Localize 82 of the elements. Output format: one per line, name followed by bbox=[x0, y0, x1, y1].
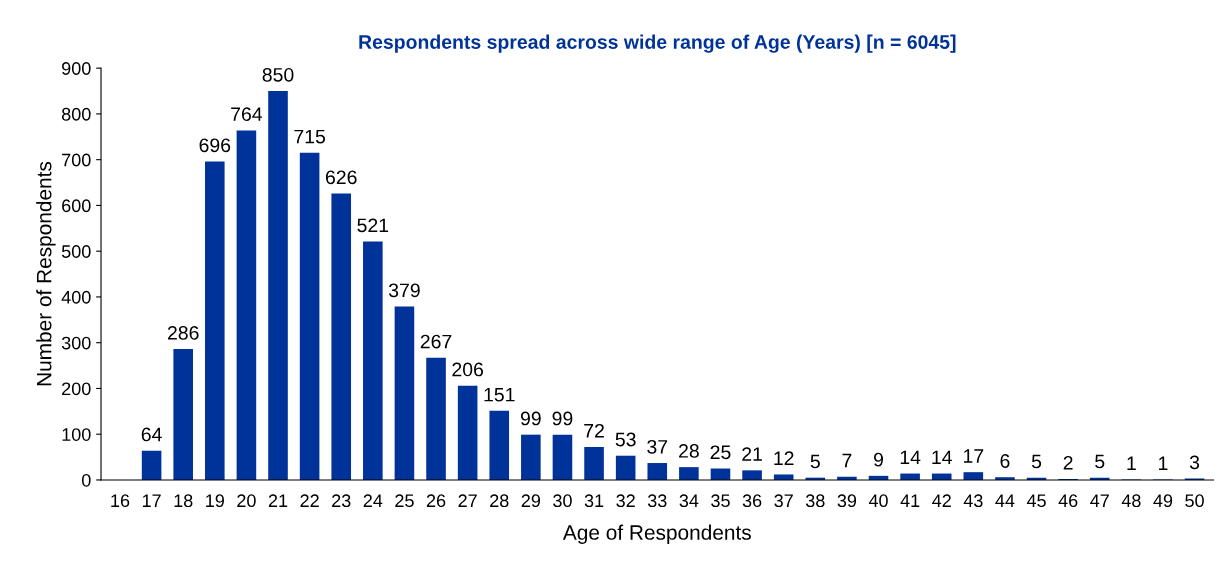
x-tick-label: 36 bbox=[742, 494, 762, 508]
x-tick-label: 41 bbox=[900, 494, 920, 507]
data-label: 72 bbox=[584, 423, 604, 438]
x-tick-label: 46 bbox=[1058, 494, 1078, 508]
data-label: 5 bbox=[1095, 454, 1105, 469]
data-label: 2 bbox=[1063, 455, 1073, 470]
data-label: 99 bbox=[552, 411, 573, 426]
x-tick-label: 25 bbox=[395, 494, 414, 508]
data-label: 99 bbox=[520, 411, 541, 426]
y-tick-label: 800 bbox=[61, 107, 91, 121]
x-tick-label: 39 bbox=[837, 494, 857, 508]
data-label: 14 bbox=[900, 450, 921, 465]
y-tick-label: 600 bbox=[62, 199, 91, 213]
x-tick-label: 44 bbox=[995, 494, 1015, 507]
x-tick-label: 21 bbox=[268, 494, 288, 507]
x-tick-label: 37 bbox=[774, 494, 793, 508]
x-tick-label: 38 bbox=[805, 494, 825, 508]
data-label: 715 bbox=[294, 129, 326, 144]
x-tick-label: 31 bbox=[584, 494, 604, 508]
data-label: 17 bbox=[963, 449, 984, 463]
x-tick-label: 43 bbox=[963, 494, 983, 508]
data-label: 25 bbox=[710, 445, 731, 460]
x-tick-label: 42 bbox=[932, 494, 951, 507]
x-tick-label: 47 bbox=[1090, 494, 1109, 507]
data-label: 53 bbox=[615, 432, 636, 447]
x-tick-label: 50 bbox=[1185, 494, 1204, 508]
x-tick-label: 20 bbox=[237, 494, 256, 508]
data-label: 3 bbox=[1189, 455, 1200, 470]
y-tick-label: 900 bbox=[62, 62, 91, 75]
y-tick-label: 100 bbox=[62, 428, 91, 441]
x-tick-label: 33 bbox=[647, 494, 667, 508]
x-tick-label: 48 bbox=[1121, 494, 1141, 508]
y-tick-label: 300 bbox=[61, 336, 91, 350]
x-tick-label: 26 bbox=[426, 494, 446, 508]
data-label: 206 bbox=[452, 362, 484, 377]
data-label: 850 bbox=[262, 67, 294, 82]
x-tick-label: 49 bbox=[1153, 494, 1173, 508]
x-tick-label: 18 bbox=[174, 494, 193, 508]
data-label: 286 bbox=[167, 326, 199, 340]
x-tick-label: 23 bbox=[332, 494, 351, 508]
data-label: 151 bbox=[484, 387, 515, 402]
x-tick-label: 22 bbox=[300, 494, 319, 507]
x-tick-label: 40 bbox=[868, 494, 888, 508]
data-label: 9 bbox=[874, 452, 883, 467]
data-label: 267 bbox=[420, 334, 452, 349]
y-axis-title: Number of Respondents bbox=[36, 161, 56, 386]
x-tick-label: 30 bbox=[553, 494, 572, 508]
data-label: 14 bbox=[932, 450, 952, 465]
data-label: 12 bbox=[774, 451, 794, 465]
x-tick-label: 24 bbox=[363, 494, 383, 507]
x-tick-label: 17 bbox=[142, 494, 161, 507]
y-tick-label: 500 bbox=[61, 245, 91, 258]
y-tick-label: 0 bbox=[81, 473, 91, 487]
data-label: 1 bbox=[1159, 456, 1168, 470]
data-label: 7 bbox=[842, 453, 852, 468]
x-tick-label: 16 bbox=[111, 494, 130, 508]
x-tick-label: 27 bbox=[458, 494, 477, 507]
data-label: 1 bbox=[1127, 456, 1136, 470]
data-label: 37 bbox=[647, 439, 668, 454]
chart-title: Respondents spread across wide range of Age (Years) [n = 6045] bbox=[359, 34, 956, 53]
y-tick-label: 400 bbox=[61, 290, 91, 304]
data-label: 5 bbox=[810, 454, 820, 469]
data-label: 5 bbox=[1031, 454, 1042, 469]
data-label: 28 bbox=[679, 444, 699, 458]
data-label: 21 bbox=[742, 447, 762, 461]
x-tick-label: 32 bbox=[616, 494, 635, 508]
y-tick-label: 700 bbox=[62, 153, 91, 167]
x-axis-title: Age of Respondents bbox=[562, 524, 751, 544]
y-tick-label: 200 bbox=[62, 382, 91, 396]
x-tick-label: 34 bbox=[679, 494, 699, 508]
data-label: 521 bbox=[357, 218, 389, 233]
x-tick-label: 28 bbox=[490, 494, 509, 508]
data-label: 626 bbox=[325, 170, 357, 185]
x-tick-label: 19 bbox=[206, 494, 224, 508]
data-label: 64 bbox=[141, 427, 162, 442]
x-tick-label: 45 bbox=[1026, 494, 1046, 508]
data-label: 764 bbox=[231, 107, 263, 122]
data-label: 379 bbox=[388, 283, 420, 298]
data-label: 6 bbox=[1000, 454, 1010, 468]
data-label: 696 bbox=[199, 138, 231, 153]
x-tick-label: 35 bbox=[711, 494, 730, 508]
x-tick-label: 29 bbox=[521, 494, 541, 508]
